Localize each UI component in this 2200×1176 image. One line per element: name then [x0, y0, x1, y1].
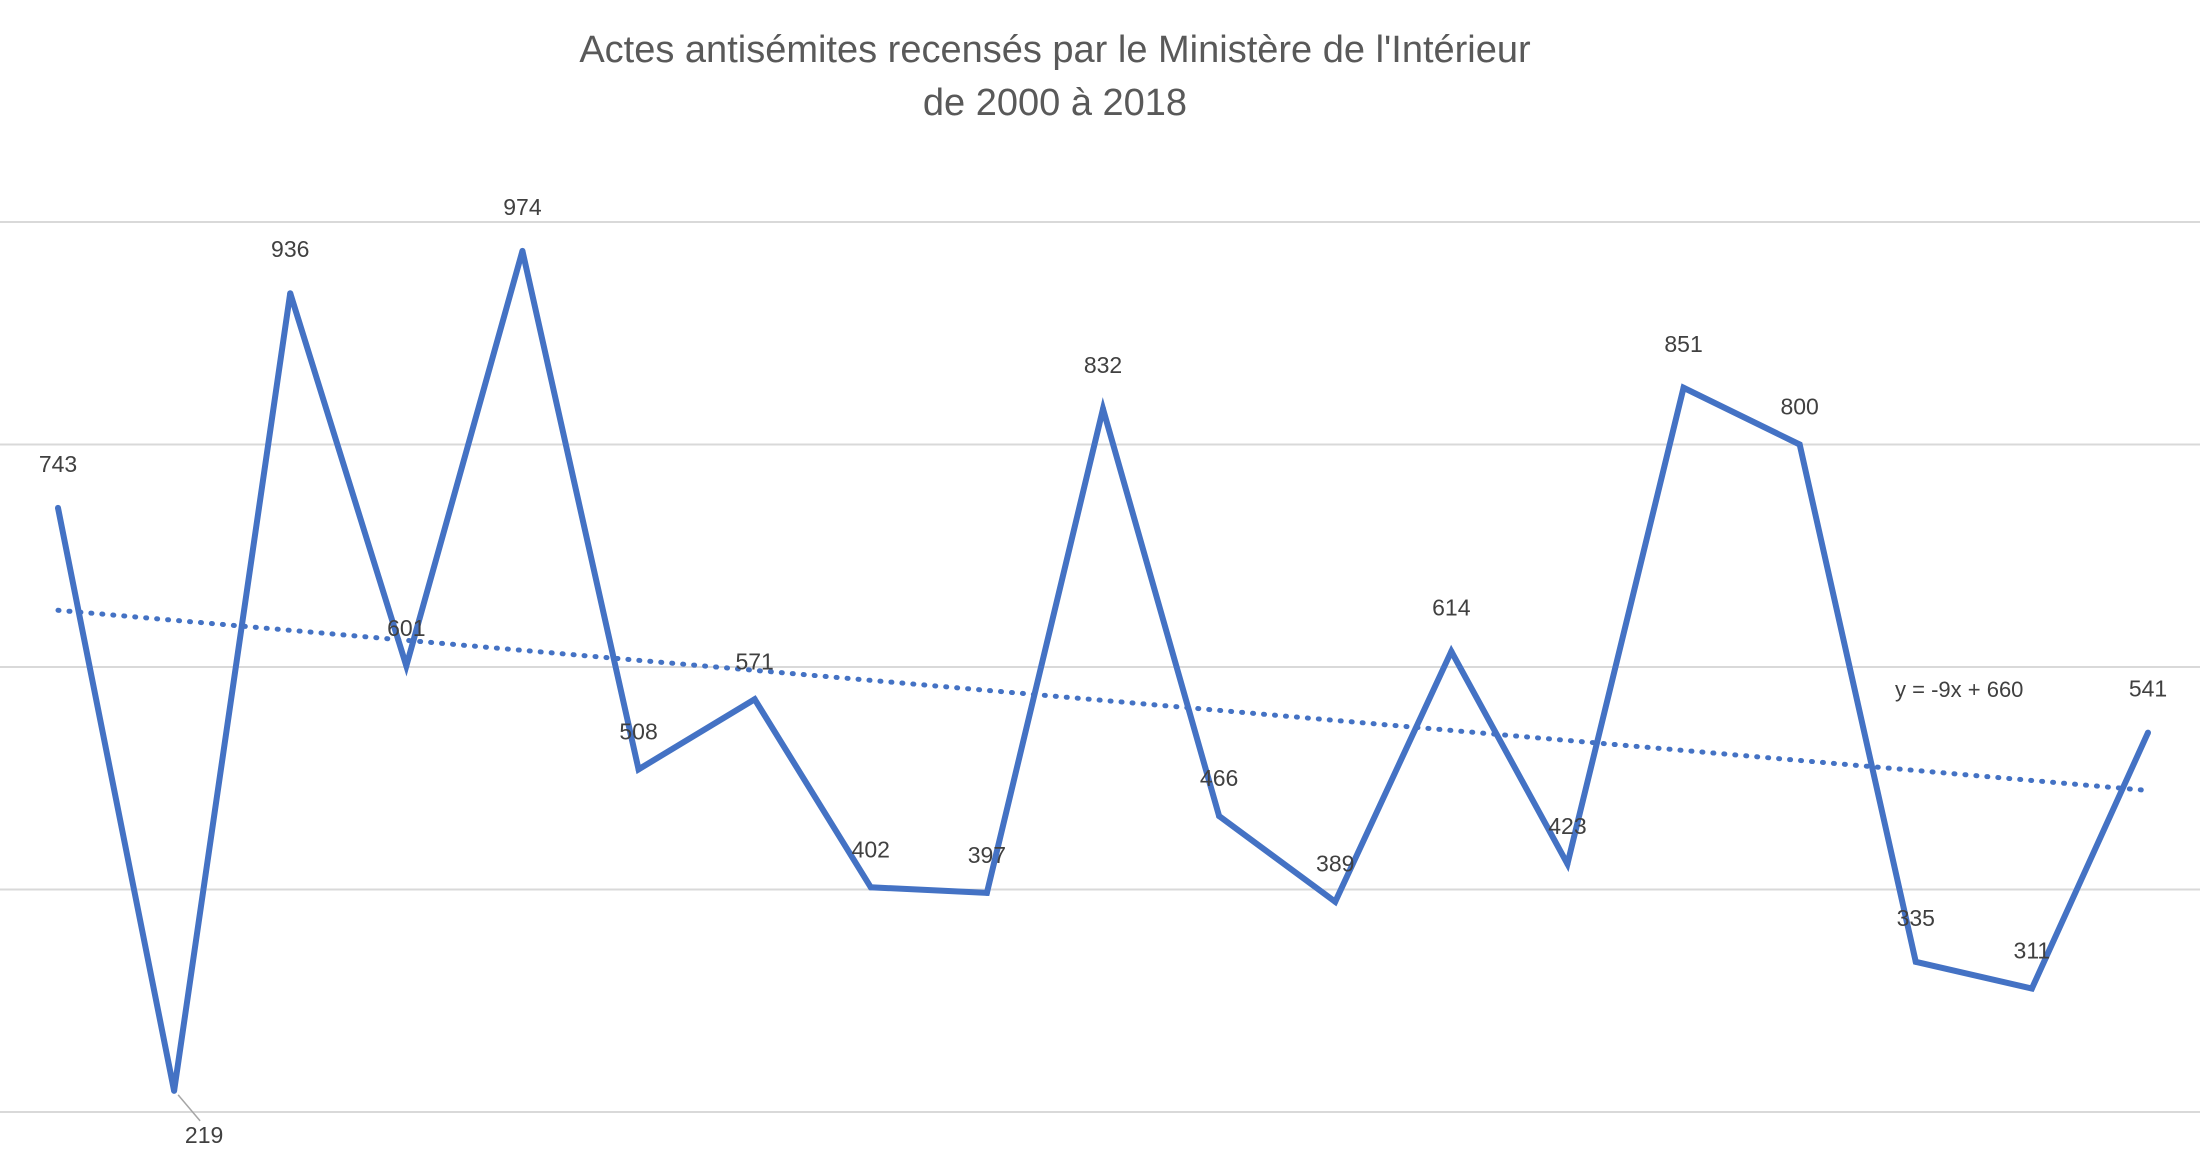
data-label: 335 [1897, 905, 1935, 931]
data-point [2028, 985, 2035, 992]
data-point [1448, 648, 1455, 655]
data-labels: 743 219 936 601 974 508 571 402 397 832 466 389 614 4… [39, 194, 2167, 1148]
data-label: 311 [2014, 938, 2051, 964]
data-point [1912, 958, 1919, 965]
trendline-equation: y = -9x + 660 [1895, 677, 2023, 702]
chart-title-group: Actes antisémites recensés par le Minist… [579, 29, 1531, 124]
data-label: 851 [1664, 331, 1702, 357]
data-label: 832 [1084, 352, 1122, 378]
trendline-group: y = -9x + 660 [55, 607, 2151, 793]
data-label: 974 [503, 194, 542, 220]
data-point [635, 766, 642, 773]
data-point [1100, 405, 1106, 412]
data-label: 397 [968, 842, 1006, 868]
data-point [519, 247, 526, 254]
data-label: 389 [1316, 851, 1354, 877]
data-point [1680, 384, 1687, 391]
data-label-leader-line [177, 1094, 201, 1122]
data-label: 402 [852, 836, 890, 862]
data-point [751, 696, 758, 703]
data-point [983, 889, 990, 896]
chart-subtitle: de 2000 à 2018 [923, 82, 1187, 124]
data-label: 936 [271, 236, 309, 262]
data-label: 601 [387, 615, 425, 641]
data-label: 614 [1432, 594, 1471, 620]
data-label: 423 [1548, 813, 1586, 839]
trendline [55, 607, 2151, 793]
data-label: 508 [619, 718, 657, 744]
data-label: 743 [39, 451, 77, 477]
data-point [55, 504, 61, 511]
data-point [1796, 441, 1803, 448]
data-point [403, 662, 410, 669]
data-point [1216, 813, 1223, 820]
data-label: 800 [1780, 394, 1818, 420]
data-points [55, 247, 2151, 1094]
data-point [287, 290, 294, 297]
data-label: 466 [1200, 765, 1238, 791]
gridlines [0, 221, 2200, 1113]
data-point [1332, 898, 1339, 905]
data-point [2145, 729, 2151, 736]
data-label: 571 [735, 648, 773, 674]
data-point [867, 884, 874, 891]
data-point [1564, 860, 1571, 867]
chart-title: Actes antisémites recensés par le Minist… [579, 29, 1531, 71]
data-point [171, 1087, 178, 1094]
data-label: 219 [185, 1122, 223, 1148]
data-label: 541 [2129, 676, 2167, 702]
